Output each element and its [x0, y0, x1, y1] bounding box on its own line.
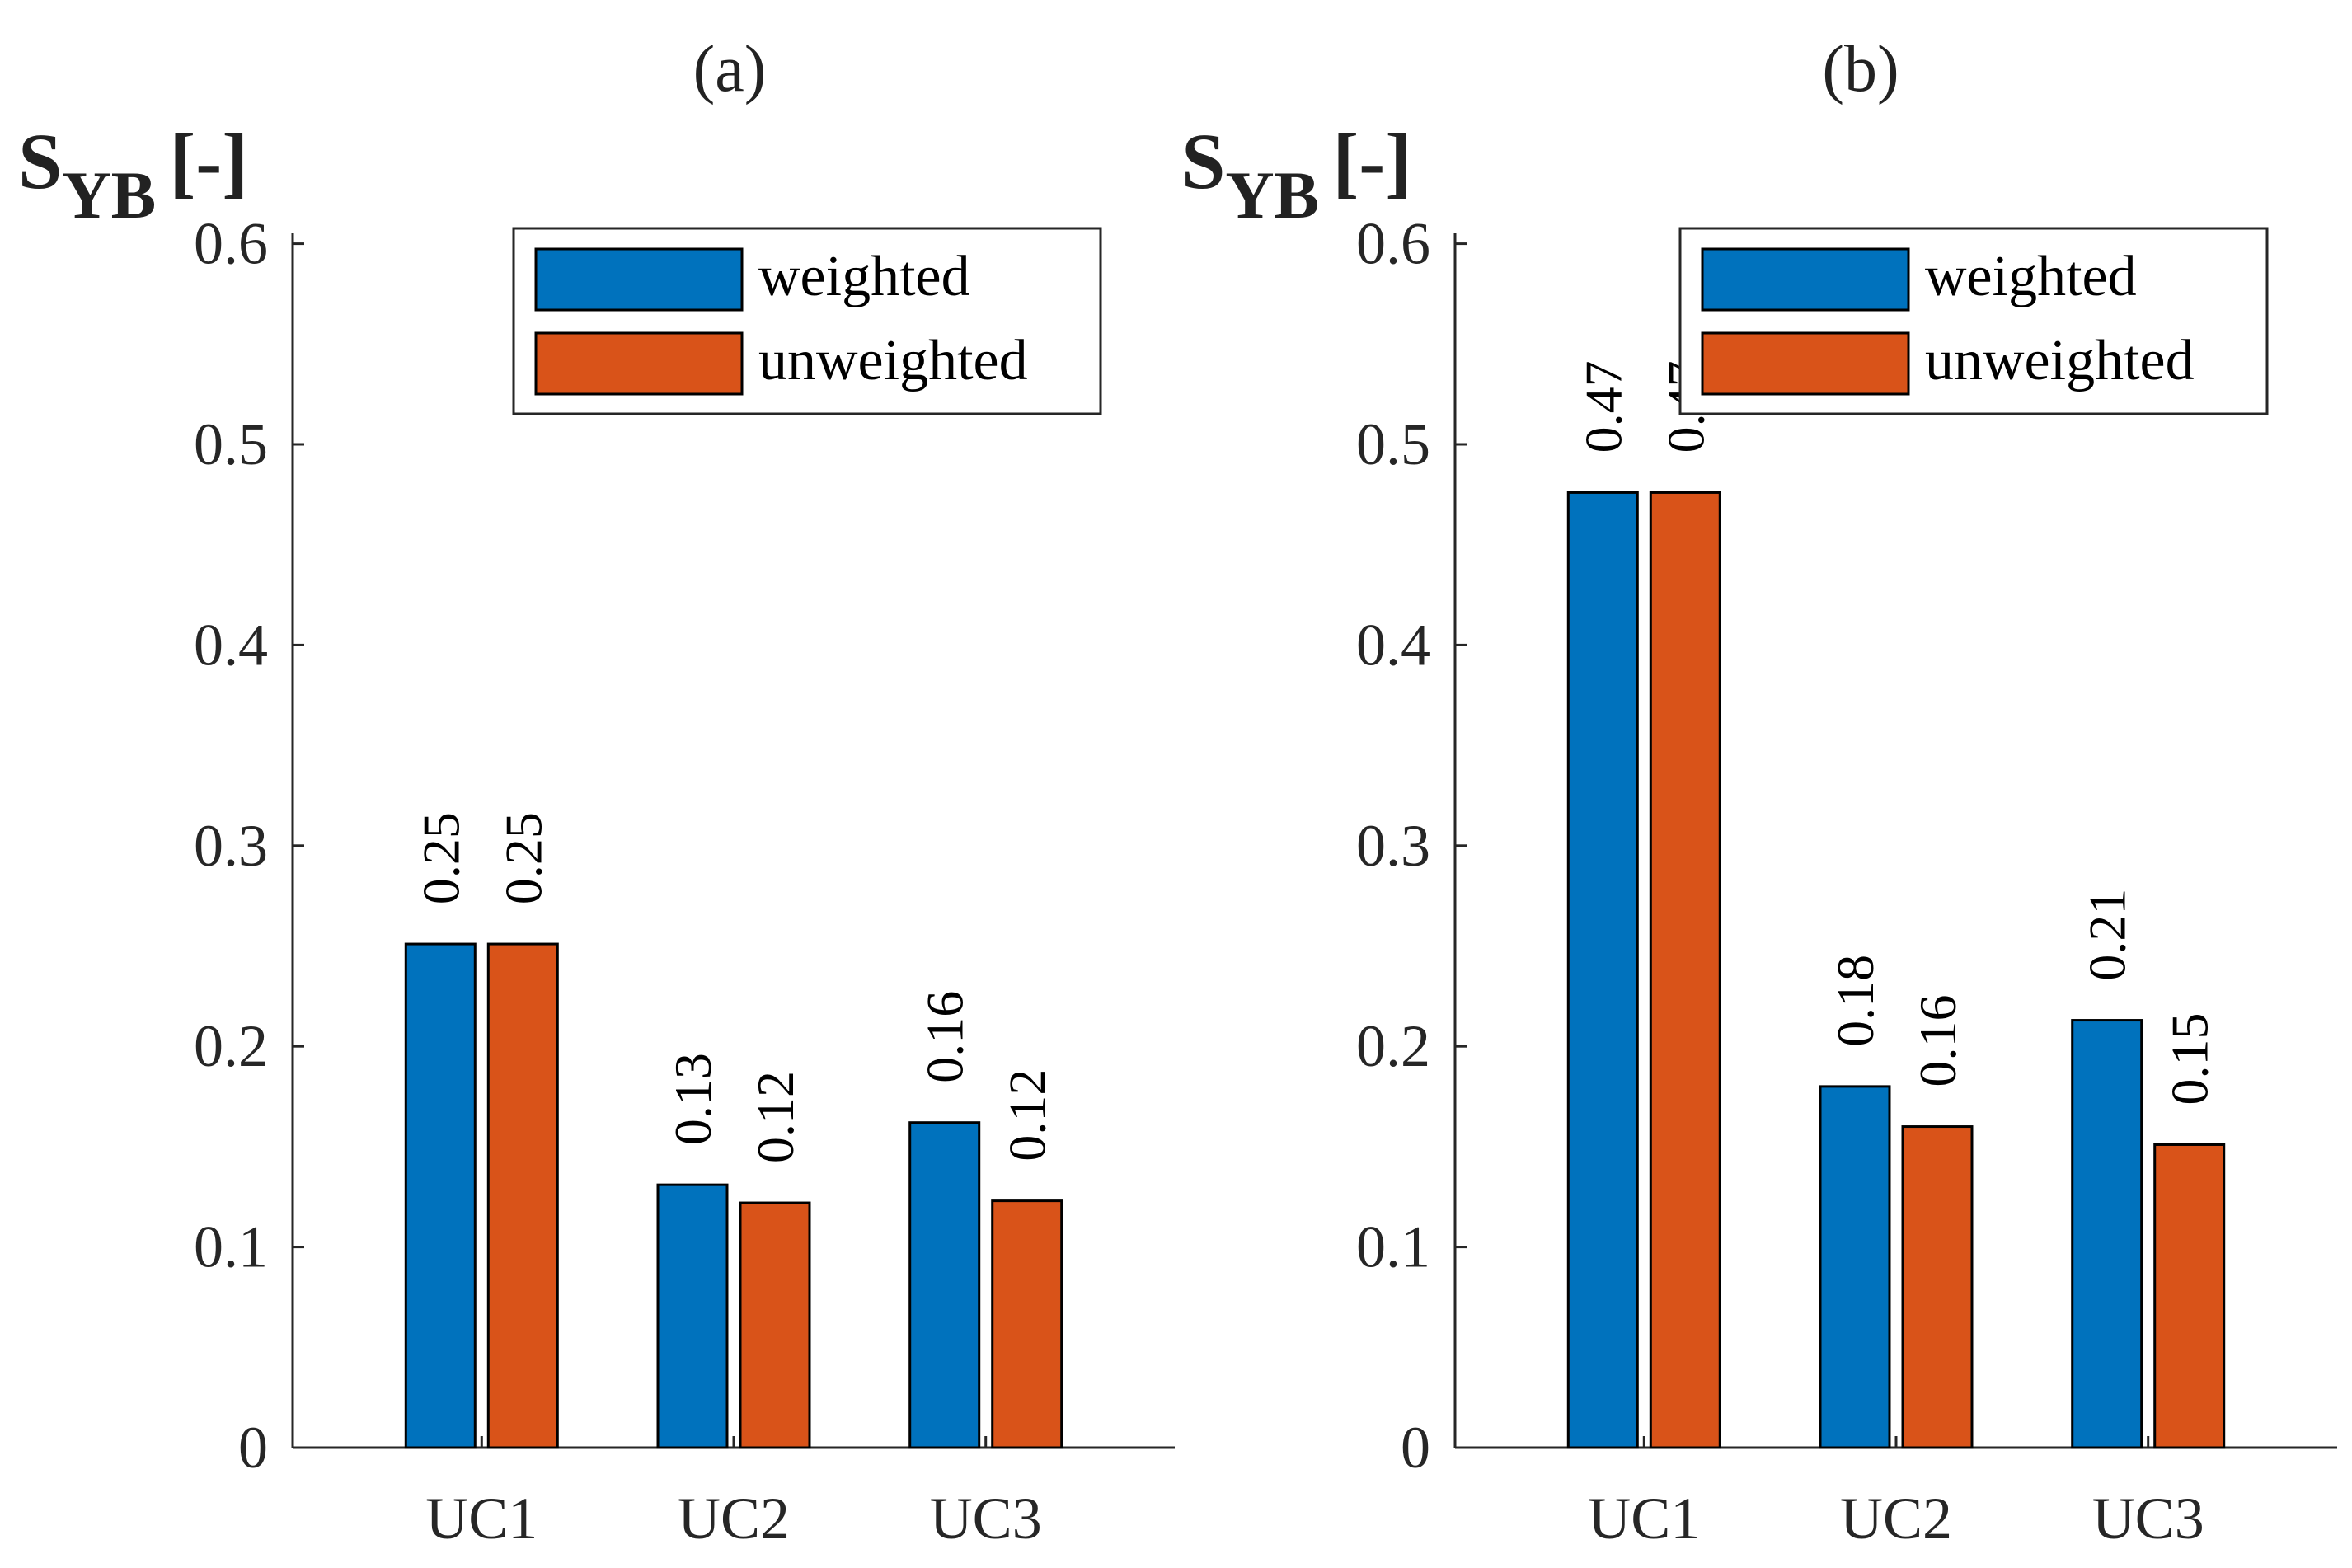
legend-swatch-weighted [534, 247, 744, 312]
bar-unweighted [1649, 491, 1721, 1449]
data-label-unweighted: 0.15 [2161, 1012, 2219, 1105]
bar-unweighted [991, 1199, 1063, 1449]
legend-label-unweighted: unweighted [758, 329, 1028, 392]
legend-label-weighted: weighted [758, 245, 970, 308]
bar-unweighted [2153, 1143, 2226, 1449]
data-label-weighted: 0.21 [2078, 889, 2137, 981]
bar-unweighted [486, 942, 559, 1449]
x-tick-label: UC3 [930, 1486, 1042, 1552]
legend: weighted unweighted [1678, 227, 2269, 415]
bar-weighted [1819, 1085, 1891, 1449]
y-tick-label: 0.6 [1356, 211, 1430, 277]
chart-title: (b) [1822, 33, 1899, 106]
x-tick-label: UC1 [425, 1486, 538, 1552]
data-label-weighted: 0.18 [1826, 955, 1885, 1047]
legend-swatch-unweighted [534, 331, 744, 396]
legend-swatch-unweighted [1701, 331, 1910, 396]
bar-unweighted [1901, 1125, 1974, 1449]
y-tick-label: 0.2 [1356, 1013, 1430, 1079]
x-tick-label: UC3 [2092, 1486, 2204, 1552]
y-tick-label: 0.6 [194, 211, 268, 277]
chart-panel-b: (b)SYB[-]00.10.20.30.40.50.6UC10.470.47U… [1181, 33, 2337, 1552]
legend-swatch-weighted [1701, 247, 1910, 312]
data-label-weighted: 0.16 [916, 991, 974, 1083]
y-tick-label: 0.3 [1356, 813, 1430, 879]
y-tick-label: 0.4 [1356, 612, 1430, 678]
y-tick-label: 0.2 [194, 1013, 268, 1079]
chart-title: (a) [693, 33, 767, 106]
y-tick-label: 0.5 [194, 411, 268, 477]
y-axis-label: SYB [-] [1181, 117, 1411, 232]
y-tick-label: 0 [1401, 1415, 1430, 1481]
bar-unweighted [739, 1201, 811, 1449]
data-label-weighted: 0.25 [411, 812, 470, 904]
legend-label-unweighted: unweighted [1925, 329, 2195, 392]
y-tick-label: 0.1 [194, 1214, 268, 1280]
data-label-weighted: 0.13 [664, 1053, 722, 1145]
chart-panel-a: (a) SYB [-] 0 0.1 0.2 0.3 0.4 0.5 0.6 UC1 0.25 0.25 U… [18, 33, 1175, 1552]
legend: weighted unweighted [512, 227, 1102, 415]
x-tick-label: UC2 [1840, 1486, 1952, 1552]
y-tick-label: 0.5 [1356, 411, 1430, 477]
data-label-unweighted: 0.25 [494, 812, 552, 904]
bar-weighted [404, 942, 477, 1449]
y-tick-label: 0.3 [194, 813, 268, 879]
bar-weighted [1566, 491, 1639, 1449]
y-tick-label: 0.1 [1356, 1214, 1430, 1280]
data-label-unweighted: 0.12 [746, 1071, 805, 1163]
x-tick-label: UC2 [678, 1486, 790, 1552]
data-label-weighted: 0.47 [1574, 360, 1632, 453]
data-label-unweighted: 0.12 [998, 1069, 1057, 1162]
bar-weighted [908, 1121, 981, 1449]
legend-label-weighted: weighted [1925, 245, 2137, 308]
bar-weighted [2071, 1019, 2143, 1449]
bar-weighted [656, 1183, 729, 1449]
y-tick-label: 0.4 [194, 612, 268, 678]
y-axis-label: SYB [-] [18, 117, 248, 232]
y-tick-label: 0 [238, 1415, 268, 1481]
x-tick-label: UC1 [1588, 1486, 1700, 1552]
data-label-unweighted: 0.16 [1908, 995, 1967, 1087]
